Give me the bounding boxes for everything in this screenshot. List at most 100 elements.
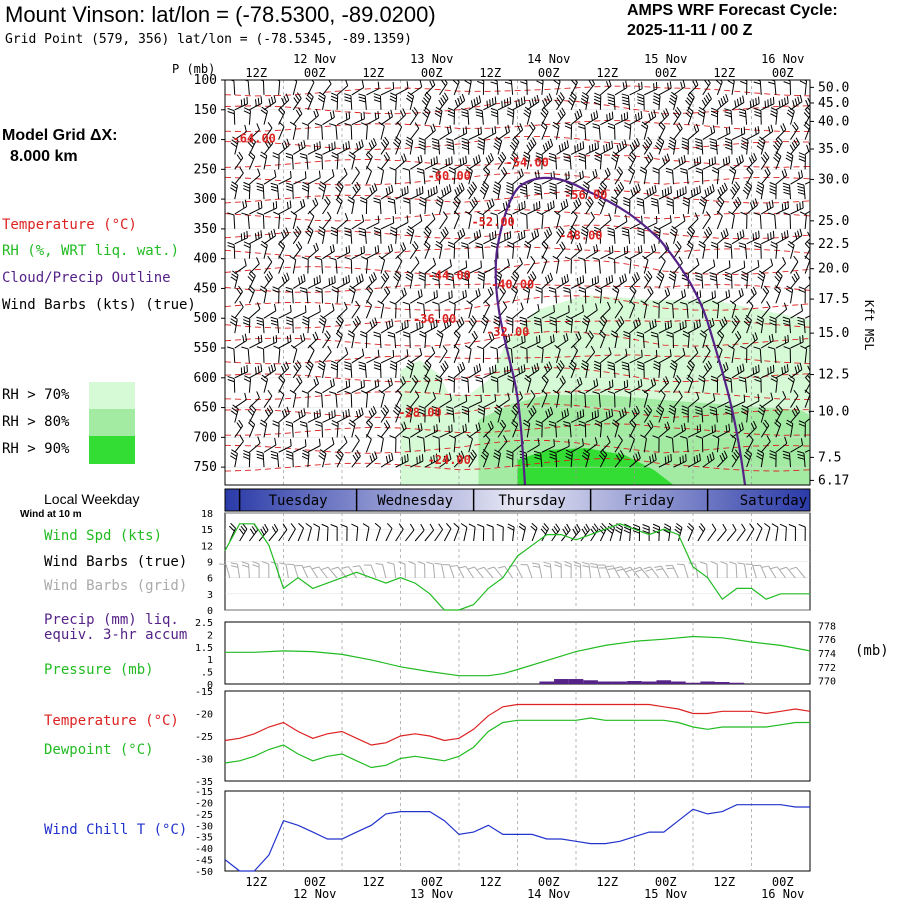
wind-barb [402,301,411,319]
barb-feather [315,376,320,384]
barb-feather [238,151,244,159]
barb-feather [302,184,309,189]
barb-staff [278,99,290,111]
wind-barb [570,197,582,215]
barb-feather [594,410,597,418]
wind-barb [497,258,510,274]
wind-barb [424,290,438,304]
wind-barb [322,409,336,423]
wind-barb [351,273,364,289]
barb-feather [462,291,465,299]
wind-barb [358,361,367,378]
barb-staff [453,304,456,319]
barb-feather [566,274,569,282]
barb-staff [600,308,611,319]
barb-feather [298,375,303,383]
barb-feather [435,109,442,115]
barb-staff [468,401,482,409]
barb-feather [279,374,286,381]
barb-feather [352,186,357,194]
barb-feather [549,319,557,323]
barb-staff [541,348,544,363]
barb-feather [522,68,523,75]
barb-feather [243,80,249,82]
barb-feather [300,334,303,342]
barb-feather [546,363,551,371]
wind-barb [571,80,572,81]
wind-barb [380,286,391,304]
wind-barb [563,152,572,170]
barb-feather [314,123,322,127]
barb-feather [577,143,579,152]
barb-staff [541,145,553,155]
barb-feather [563,421,571,424]
barb-staff [424,334,427,349]
barb-feather [394,139,400,145]
wind-barb [570,108,583,126]
barb-feather [405,139,413,145]
barb-staff [453,296,467,304]
barb-feather [610,157,618,163]
barb-feather [625,214,628,222]
barb-feather [402,108,407,116]
barb-feather [588,330,594,337]
wind-barb [416,167,426,185]
barb-feather [561,107,566,115]
barb-staff [365,290,374,304]
barb-feather [247,141,254,148]
barb-feather [344,233,352,237]
wind-barb [365,166,372,185]
barb-feather [541,243,548,250]
barb-feather [435,453,438,461]
barb-feather [470,184,476,191]
barb-staff [322,250,335,260]
wind-barb [366,317,378,334]
barb-feather [490,111,498,115]
wind-barb [556,140,569,155]
wind-barb [439,211,448,230]
barb-feather [432,123,436,131]
barb-staff [380,157,390,170]
barb-feather [435,240,443,246]
barb-feather [493,318,501,323]
barb-staff [249,263,260,274]
wind-barb [392,404,402,423]
wind-barb [366,138,377,155]
wind-barb [278,170,292,185]
barb-feather [285,361,290,369]
barb-feather [523,243,531,249]
barb-feather [300,156,308,159]
barb-feather [493,145,500,151]
wind-barb [229,80,236,95]
barb-feather [459,95,463,103]
barb-feather [246,230,248,238]
wind-barb [600,379,614,394]
wind-barb [292,274,306,289]
barb-feather [403,153,407,161]
barb-feather [523,364,526,372]
barb-feather [564,125,572,130]
barb-feather [528,142,533,149]
barb-feather [638,83,640,91]
barb-feather [271,322,279,326]
barb-staff [249,397,260,408]
wind-barb [247,285,255,304]
wind-barb [461,108,470,125]
barb-feather [268,137,274,144]
barb-feather [506,191,513,195]
barb-feather [238,419,244,427]
barb-feather [390,109,393,117]
barb-feather [260,334,263,342]
barb-feather [298,277,301,285]
barb-staff [307,311,321,319]
barb-feather [377,300,384,305]
barb-feather [390,184,394,192]
barb-feather [244,333,248,341]
barb-feather [419,321,421,329]
barb-staff [599,334,606,349]
barb-feather [232,136,239,142]
barb-staff [599,289,603,304]
barb-feather [446,406,454,409]
wind-barb [409,80,423,96]
barb-feather [564,67,566,74]
